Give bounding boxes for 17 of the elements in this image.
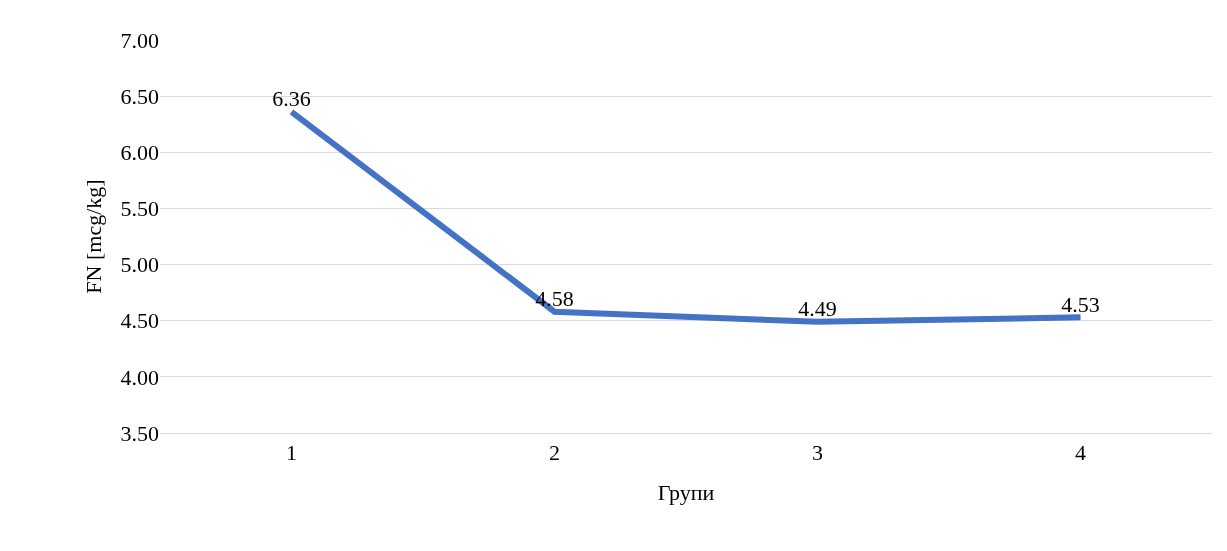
data-label: 6.36 (272, 86, 311, 112)
y-tick-label: 4.00 (120, 364, 159, 390)
x-tick-label: 3 (812, 440, 823, 466)
y-tick-label: 3.50 (120, 420, 159, 446)
y-tick-label: 5.00 (120, 252, 159, 278)
y-tick-label: 7.00 (120, 27, 159, 53)
y-tick-label: 5.50 (120, 196, 159, 222)
x-tick-label: 4 (1075, 440, 1086, 466)
data-label: 4.49 (798, 296, 837, 322)
y-axis-title: FN [mcg/kg] (81, 179, 107, 294)
x-axis-title: Групи (657, 480, 715, 506)
x-tick-label: 1 (286, 440, 297, 466)
data-label: 4.53 (1061, 291, 1100, 317)
y-tick-label: 6.50 (120, 83, 159, 109)
x-tick-label: 2 (549, 440, 560, 466)
y-tick-label: 6.00 (120, 139, 159, 165)
y-tick-label: 4.50 (120, 308, 159, 334)
